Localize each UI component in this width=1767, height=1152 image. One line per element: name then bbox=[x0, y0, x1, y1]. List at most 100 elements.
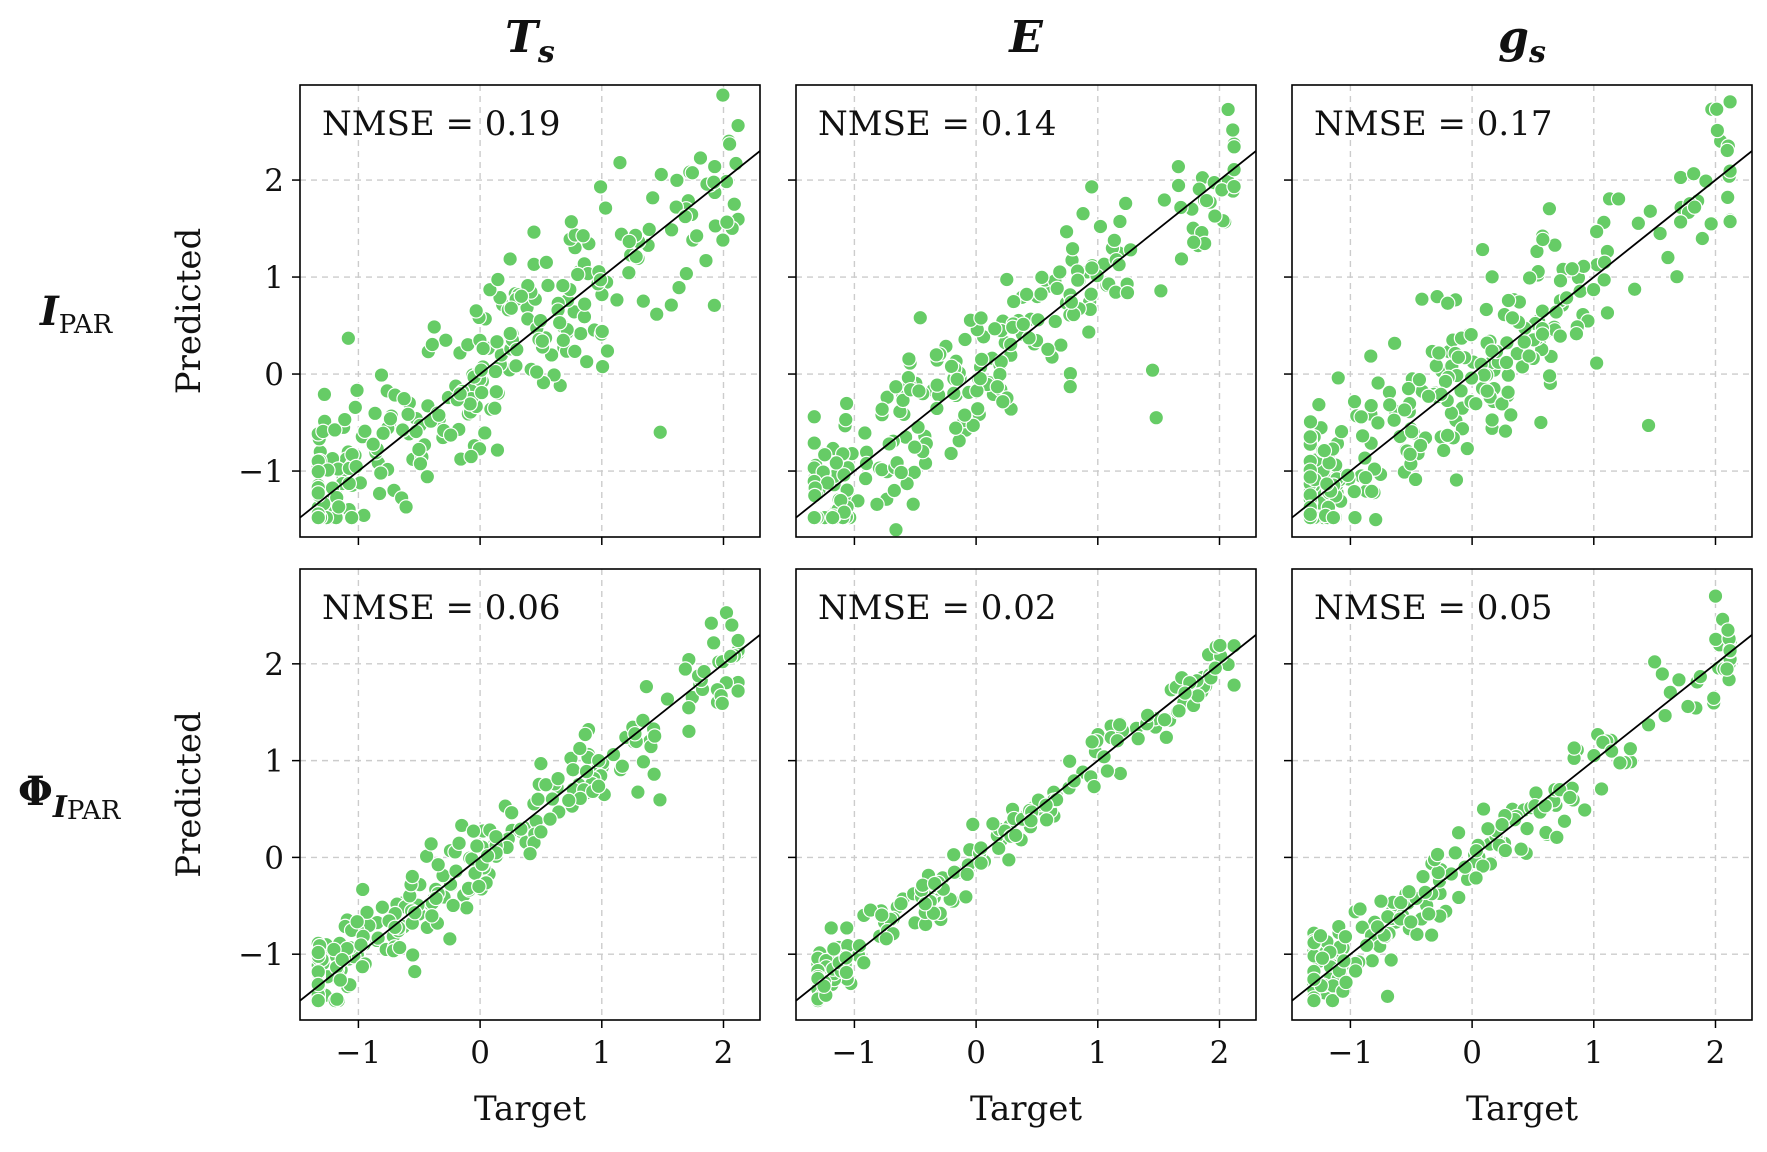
scatter-point bbox=[1475, 801, 1492, 817]
scatter-point bbox=[837, 411, 854, 428]
scatter-point bbox=[374, 899, 391, 916]
scatter-point bbox=[423, 836, 439, 852]
scatter-point bbox=[1534, 303, 1551, 319]
scatter-point bbox=[1521, 348, 1537, 364]
scatter-point bbox=[577, 726, 594, 743]
axes-frame bbox=[299, 568, 761, 1021]
scatter-point bbox=[489, 333, 505, 350]
nmse-annotation: NMSE = 0.19 bbox=[322, 104, 560, 144]
scatter-point bbox=[382, 410, 399, 427]
scatter-point bbox=[1541, 368, 1558, 384]
scatter-point bbox=[1363, 397, 1379, 414]
scatter-point bbox=[400, 406, 416, 423]
scatter-point bbox=[1069, 272, 1086, 288]
scatter-point bbox=[1439, 427, 1456, 444]
scatter-point bbox=[1386, 412, 1402, 429]
y-axis-label: Predicted bbox=[169, 228, 209, 394]
scatter-point bbox=[986, 320, 1003, 337]
scatter-point bbox=[473, 384, 490, 401]
scatter-point bbox=[550, 770, 566, 787]
scatter-point bbox=[1148, 409, 1165, 426]
scatter-point bbox=[1654, 666, 1671, 682]
scatter-point bbox=[1002, 336, 1019, 353]
scatter-point bbox=[1347, 963, 1364, 979]
scatter-point bbox=[1403, 423, 1420, 440]
x-tick-label: −1 bbox=[832, 1035, 878, 1071]
scatter-point bbox=[949, 371, 965, 388]
scatter-point bbox=[1144, 362, 1161, 378]
scatter-point bbox=[878, 930, 895, 947]
scatter-point bbox=[663, 222, 680, 238]
scatter-point bbox=[1642, 203, 1659, 220]
scatter-point bbox=[560, 792, 577, 809]
scatter-point bbox=[1564, 260, 1580, 277]
scatter-point bbox=[630, 784, 646, 800]
y-tick-label: 1 bbox=[264, 260, 284, 296]
scatter-point bbox=[681, 723, 697, 740]
scatter-point bbox=[1415, 868, 1431, 885]
scatter-point bbox=[1038, 811, 1055, 828]
scatter-point bbox=[612, 154, 628, 171]
scatter-point bbox=[1499, 334, 1515, 351]
scatter-point bbox=[1111, 256, 1127, 273]
scatter-point bbox=[1528, 785, 1544, 801]
scatter-point bbox=[343, 509, 360, 526]
scatter-point bbox=[635, 293, 652, 309]
scatter-point bbox=[1034, 269, 1050, 286]
scatter-point bbox=[411, 441, 427, 458]
scatter-point bbox=[838, 395, 855, 412]
scatter-point bbox=[893, 895, 909, 912]
scatter-point bbox=[836, 467, 852, 483]
scatter-point bbox=[347, 399, 364, 416]
scatter-point bbox=[375, 425, 391, 442]
scatter-point bbox=[1588, 223, 1605, 240]
scatter-point bbox=[1005, 293, 1022, 310]
scatter-point bbox=[592, 179, 609, 195]
scatter-point bbox=[326, 422, 343, 438]
scatter-point bbox=[555, 277, 571, 294]
scatter-point bbox=[726, 196, 743, 212]
scatter-point bbox=[1513, 841, 1529, 857]
axes-frame bbox=[1291, 568, 1753, 1021]
scatter-point bbox=[1339, 467, 1356, 484]
scatter-point bbox=[1379, 988, 1396, 1005]
scatter-point bbox=[528, 364, 545, 380]
scatter-point bbox=[1585, 281, 1602, 298]
scatter-point bbox=[696, 663, 712, 680]
scatter-point bbox=[1198, 192, 1215, 209]
scatter-point bbox=[646, 728, 663, 744]
scatter-point bbox=[851, 937, 868, 954]
scatter-point bbox=[972, 370, 989, 387]
scatter-point bbox=[1363, 483, 1380, 500]
scatter-point bbox=[1212, 637, 1228, 654]
scatter-point bbox=[1698, 173, 1714, 189]
scatter-point bbox=[1352, 901, 1368, 917]
x-tick-label: 2 bbox=[714, 1035, 734, 1071]
scatter-point bbox=[332, 972, 349, 988]
scatter-point bbox=[1686, 199, 1703, 215]
scatter-point bbox=[1312, 927, 1329, 944]
scatter-point bbox=[503, 300, 520, 317]
scatter-point bbox=[1484, 343, 1500, 359]
panel-0-0: −1 0 1 2 NMSE = 0.19 Predicted bbox=[169, 84, 761, 545]
scatter-point bbox=[1494, 816, 1510, 833]
scatter-point bbox=[1423, 927, 1440, 943]
scatter-point bbox=[490, 271, 506, 288]
scatter-point bbox=[1018, 286, 1035, 303]
scatter-point bbox=[1562, 789, 1578, 806]
scatter-point bbox=[943, 445, 959, 462]
scatter-point bbox=[605, 746, 622, 763]
scatter-point bbox=[1373, 893, 1389, 909]
panel-1-1: −1 0 1 2 NMSE = 0.02 Target bbox=[788, 568, 1257, 1129]
scatter-point bbox=[1311, 396, 1327, 413]
scatter-point bbox=[567, 343, 583, 360]
scatter-point bbox=[886, 482, 903, 499]
scatter-point bbox=[1484, 412, 1500, 428]
scatter-point bbox=[1439, 295, 1456, 312]
scatter-point bbox=[1402, 446, 1418, 463]
scatter-point bbox=[928, 347, 945, 363]
scatter-point bbox=[669, 172, 685, 189]
scatter-point bbox=[359, 904, 375, 921]
y-tick-label: 0 bbox=[264, 840, 284, 876]
scatter-point bbox=[724, 617, 740, 633]
